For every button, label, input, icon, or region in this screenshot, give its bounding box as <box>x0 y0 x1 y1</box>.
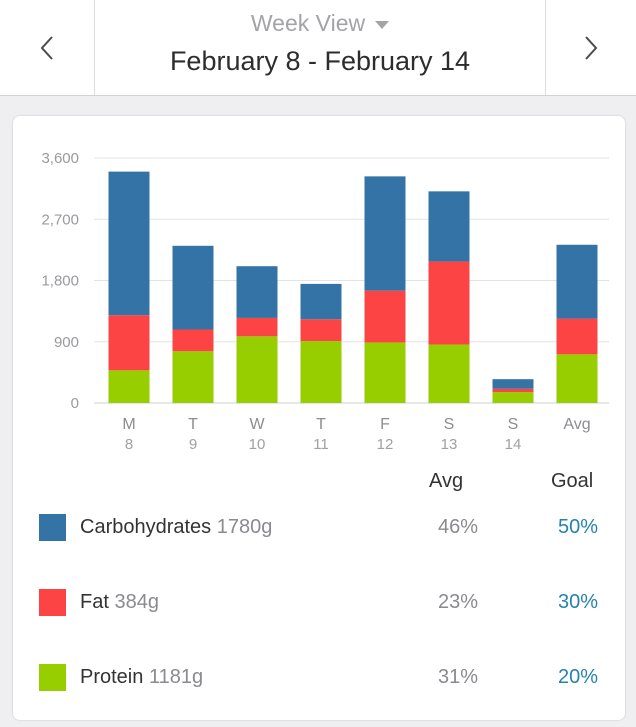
view-selector-label: Week View <box>250 10 366 36</box>
bar-protein <box>556 354 598 403</box>
macro-label: Carbohydrates 1780g <box>80 516 272 539</box>
macro-name: Carbohydrates <box>80 516 212 538</box>
macro-grams: 1181g <box>148 666 204 688</box>
macro-label: Fat 384g <box>80 591 159 614</box>
bar-protein <box>108 370 150 403</box>
macro-row-carbohydrates: Carbohydrates 1780g 46% 50% <box>13 510 625 550</box>
macro-goal[interactable]: 20% <box>558 666 599 688</box>
macro-name: Fat <box>80 591 109 613</box>
y-tick-label: 900 <box>54 334 79 351</box>
bar-carbohydrates <box>492 379 534 389</box>
macro-label: Protein 1181g <box>80 666 203 689</box>
x-tick-date: 13 <box>441 436 458 453</box>
x-tick-date: 14 <box>505 436 522 453</box>
bar-fat <box>428 261 470 345</box>
bar-protein <box>236 336 278 403</box>
avg-column-header: Avg <box>429 470 464 492</box>
bar-protein <box>364 342 406 403</box>
view-selector[interactable]: Week View <box>95 10 545 37</box>
bar-carbohydrates <box>108 171 150 316</box>
bar-protein <box>300 341 342 403</box>
bar-protein <box>492 392 534 403</box>
x-tick-date: 8 <box>125 436 133 453</box>
chevron-left-icon <box>40 35 53 60</box>
previous-week-button[interactable] <box>0 0 95 95</box>
header: Week View February 8 - February 14 <box>0 0 636 96</box>
x-tick-date: 12 <box>377 436 394 453</box>
bar-carbohydrates <box>556 244 598 319</box>
bar-carbohydrates <box>300 283 342 320</box>
macro-avg: 31% <box>438 666 479 688</box>
goal-column-header: Goal <box>551 470 594 492</box>
header-center: Week View February 8 - February 14 <box>95 0 545 95</box>
x-tick-date: 11 <box>313 436 329 453</box>
bar-fat <box>236 317 278 337</box>
macro-grams: 1780g <box>216 516 273 538</box>
y-tick-label: 2,700 <box>41 211 79 228</box>
x-tick-label: M <box>122 416 135 433</box>
bar-fat <box>364 290 406 343</box>
x-tick-label: F <box>380 416 390 433</box>
x-tick-label: S <box>508 416 519 433</box>
macro-row-fat: Fat 384g 23% 30% <box>13 585 625 625</box>
date-range-title: February 8 - February 14 <box>169 46 471 76</box>
bar-fat <box>556 318 598 355</box>
bar-carbohydrates <box>428 191 470 262</box>
bar-fat <box>492 388 534 393</box>
caret-down-icon <box>375 20 390 29</box>
bar-fat <box>172 329 214 352</box>
x-tick-label: Avg <box>563 416 590 433</box>
macro-goal[interactable]: 50% <box>558 516 599 538</box>
bar-carbohydrates <box>172 245 214 330</box>
x-tick-label: W <box>249 416 265 433</box>
bar-carbohydrates <box>364 176 406 291</box>
protein-swatch <box>39 664 66 691</box>
macro-avg: 23% <box>438 591 479 613</box>
y-tick-label: 0 <box>71 395 79 412</box>
macros-chart: 0 900 1,800 2,700 3,600 M 8 T 9 W 10 T 11 F 12 S 13 S 14 Av… <box>41 150 609 453</box>
bar-carbohydrates <box>236 266 278 318</box>
x-tick-date: 9 <box>189 436 197 453</box>
macro-row-protein: Protein 1181g 31% 20% <box>13 660 625 700</box>
next-week-button[interactable] <box>545 0 636 95</box>
x-tick-date: 10 <box>249 436 266 453</box>
carbohydrates-swatch <box>39 514 66 541</box>
chevron-right-icon <box>585 35 598 60</box>
macros-card: 0 900 1,800 2,700 3,600 M 8 T 9 W 10 T 11 F 12 S 13 S 14 Av… <box>13 116 625 720</box>
bar-protein <box>428 344 470 403</box>
bar-fat <box>108 315 150 371</box>
macro-grams: 384g <box>114 591 159 613</box>
x-tick-label: S <box>444 416 455 433</box>
macro-avg: 46% <box>438 516 479 538</box>
x-tick-label: T <box>188 416 198 433</box>
fat-swatch <box>39 589 66 616</box>
y-tick-label: 1,800 <box>41 273 79 290</box>
macro-name: Protein <box>80 666 144 688</box>
x-tick-label: T <box>316 416 326 433</box>
y-tick-label: 3,600 <box>41 150 79 167</box>
macro-goal[interactable]: 30% <box>558 591 599 613</box>
bar-fat <box>300 319 342 342</box>
bar-protein <box>172 351 214 403</box>
